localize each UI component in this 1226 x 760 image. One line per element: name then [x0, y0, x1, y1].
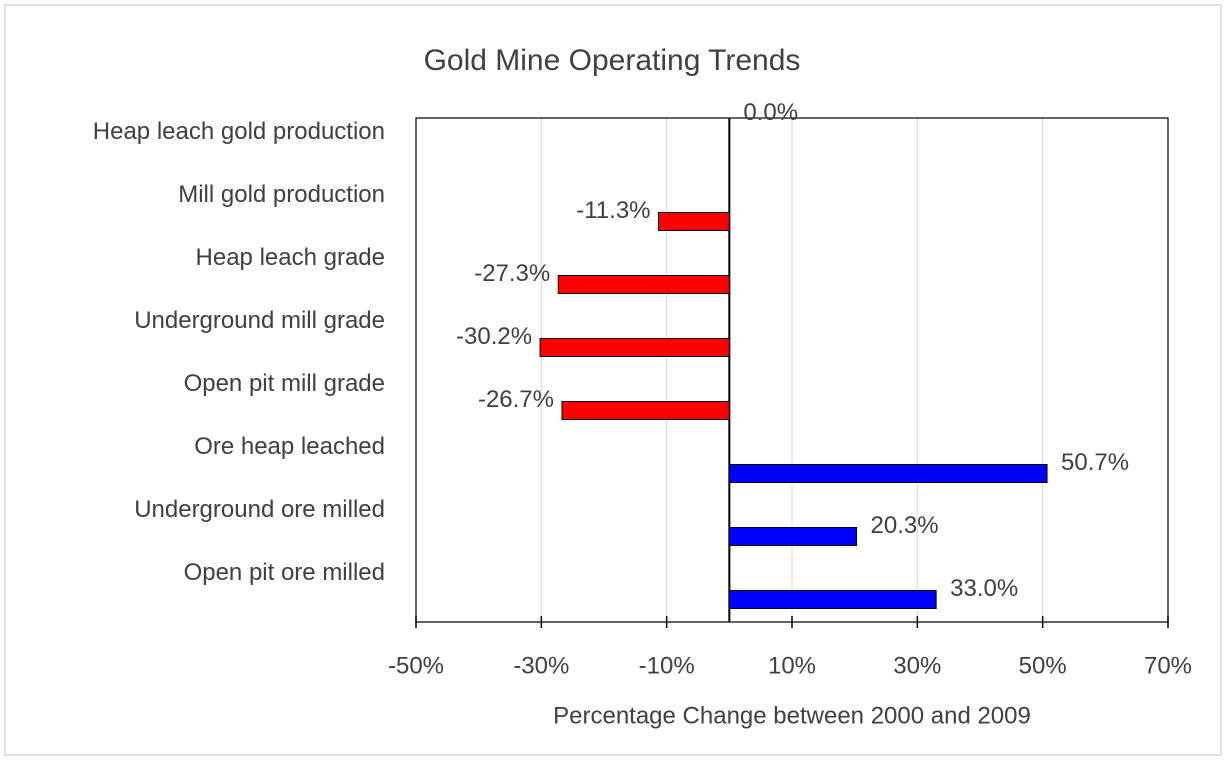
bar — [557, 275, 730, 294]
data-label: 20.3% — [871, 512, 939, 539]
y-tick-label: Heap leach gold production — [93, 118, 385, 145]
bar — [728, 464, 1048, 483]
bar — [561, 401, 730, 420]
data-label: -30.2% — [456, 323, 532, 350]
x-tick-label: 10% — [768, 652, 816, 679]
y-tick-label: Open pit mill grade — [184, 370, 385, 397]
x-tick-label: -30% — [513, 652, 569, 679]
x-tick-label: 70% — [1144, 652, 1192, 679]
bar — [728, 590, 937, 609]
plot-frame — [415, 117, 1169, 623]
x-axis-title: Percentage Change between 2000 and 2009 — [553, 702, 1031, 729]
chart-title: Gold Mine Operating Trends — [424, 44, 801, 77]
y-tick-label: Mill gold production — [178, 181, 385, 208]
y-tick-label: Underground mill grade — [134, 307, 385, 334]
y-tick-label: Heap leach grade — [196, 244, 385, 271]
x-tick-label: 30% — [893, 652, 941, 679]
bar — [728, 527, 858, 546]
data-label: 33.0% — [950, 575, 1018, 602]
x-tick-label: -10% — [639, 652, 695, 679]
y-tick-label: Ore heap leached — [194, 433, 385, 460]
data-label: 0.0% — [743, 99, 798, 126]
data-label: -11.3% — [576, 197, 650, 224]
data-label: 50.7% — [1061, 449, 1129, 476]
x-tick-label: -50% — [388, 652, 444, 679]
chart-frame — [4, 4, 1222, 756]
bar — [539, 338, 730, 357]
y-tick-label: Open pit ore milled — [184, 559, 385, 586]
data-label: -27.3% — [474, 260, 550, 287]
y-tick-label: Underground ore milled — [134, 496, 385, 523]
x-tick-label: 50% — [1019, 652, 1067, 679]
bar — [658, 212, 730, 231]
data-label: -26.7% — [478, 386, 554, 413]
